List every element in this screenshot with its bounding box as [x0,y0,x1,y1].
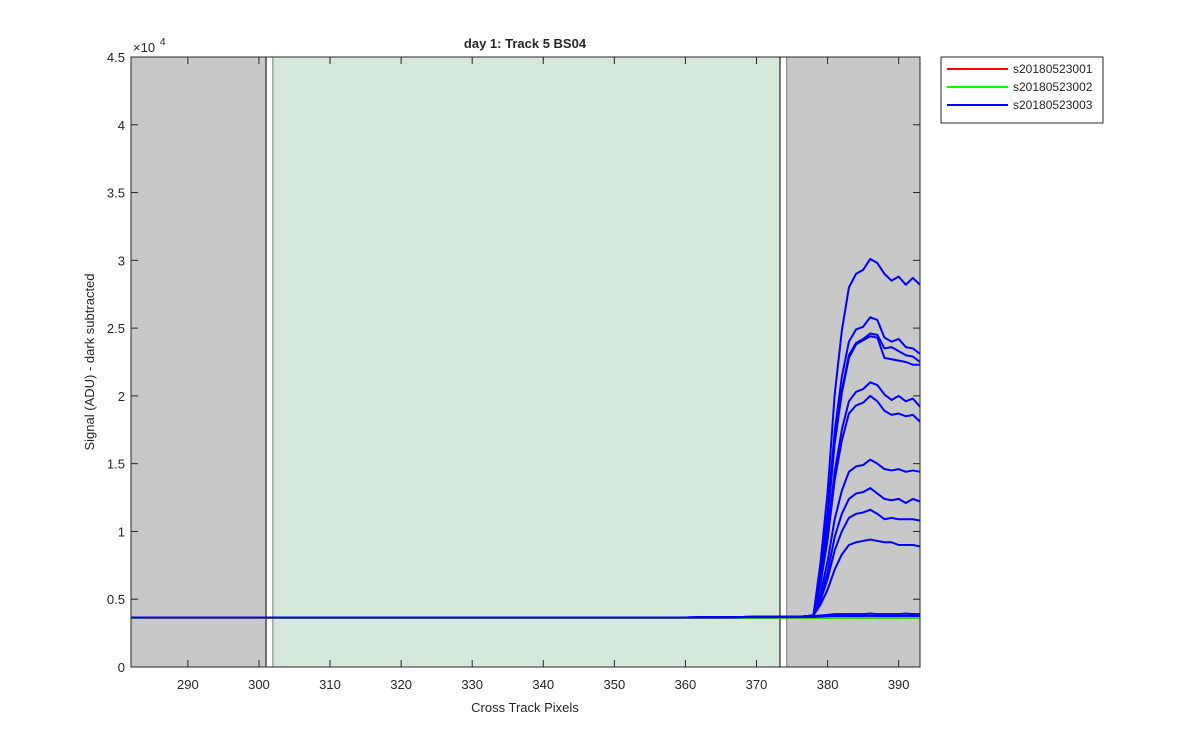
x-tick-label: 390 [888,677,910,692]
shaded-region [787,57,920,667]
shaded-region [273,57,780,667]
y-tick-label: 2 [118,389,125,404]
shaded-region [265,56,274,668]
x-tick-label: 290 [177,677,199,692]
y-tick-label: 4 [118,118,125,133]
legend-label: s20180523003 [1013,98,1093,112]
y-tick-label: 4.5 [107,50,125,65]
x-axis-label: Cross Track Pixels [471,700,579,715]
chart-title: day 1: Track 5 BS04 [464,36,587,51]
x-tick-label: 320 [390,677,412,692]
axes-box [130,56,921,668]
y-tick-label: 1 [118,524,125,539]
y-tick-label: 3 [118,253,125,268]
y-tick-label: 0 [118,660,125,675]
shaded-region [131,57,267,667]
x-tick-label: 350 [603,677,625,692]
x-tick-label: 340 [532,677,554,692]
y-tick-label: 2.5 [107,321,125,336]
x-tick-label: 360 [675,677,697,692]
legend-label: s20180523001 [1013,62,1093,76]
x-tick-label: 330 [461,677,483,692]
data-line [131,614,920,619]
x-tick-label: 380 [817,677,839,692]
x-tick-label: 300 [248,677,270,692]
x-tick-label: 310 [319,677,341,692]
y-tick-label: 1.5 [107,457,125,472]
y-tick-label: 0.5 [107,592,125,607]
x-tick-label: 370 [746,677,768,692]
y-exponent-power: 4 [160,37,166,48]
y-tick-label: 3.5 [107,186,125,201]
y-exponent-base: ×10 [133,40,155,55]
legend-label: s20180523002 [1013,80,1093,94]
shaded-region [779,56,788,668]
y-axis-label: Signal (ADU) - dark subtracted [82,273,97,450]
